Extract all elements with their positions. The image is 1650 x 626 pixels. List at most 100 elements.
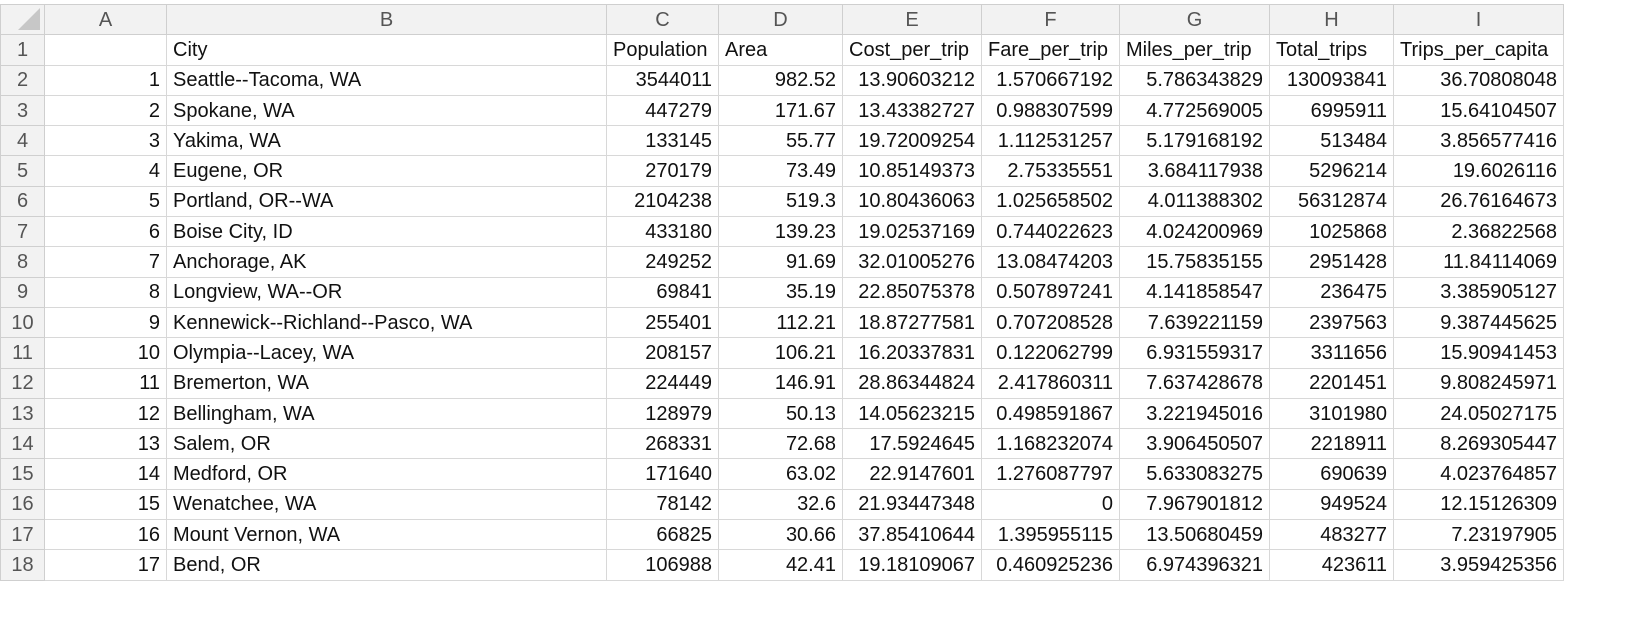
cell-i14[interactable]: 8.269305447 (1393, 428, 1564, 460)
cell-f10[interactable]: 0.707208528 (981, 306, 1120, 339)
cell-f5[interactable]: 2.75335551 (981, 155, 1120, 187)
cell-b6[interactable]: Portland, OR--WA (166, 185, 607, 218)
cell-i11[interactable]: 15.90941453 (1393, 337, 1564, 369)
cell-a16[interactable]: 15 (44, 488, 167, 521)
cell-a4[interactable]: 3 (44, 125, 167, 157)
cell-b8[interactable]: Anchorage, AK (166, 246, 607, 278)
row-header[interactable]: 12 (0, 367, 45, 399)
cell-g17[interactable]: 13.50680459 (1119, 519, 1270, 551)
cell-b17[interactable]: Mount Vernon, WA (166, 519, 607, 551)
cell-c8[interactable]: 249252 (606, 246, 719, 278)
cell-b9[interactable]: Longview, WA--OR (166, 276, 607, 308)
cell-b13[interactable]: Bellingham, WA (166, 397, 607, 430)
cell-a13[interactable]: 12 (44, 397, 167, 430)
cell-h9[interactable]: 236475 (1269, 276, 1394, 308)
cell-e12[interactable]: 28.86344824 (842, 367, 982, 399)
cell-f12[interactable]: 2.417860311 (981, 367, 1120, 399)
cell-i1[interactable]: Trips_per_capita (1393, 34, 1564, 66)
cell-h13[interactable]: 3101980 (1269, 397, 1394, 430)
cell-e14[interactable]: 17.5924645 (842, 428, 982, 460)
cell-e8[interactable]: 32.01005276 (842, 246, 982, 278)
cell-i18[interactable]: 3.959425356 (1393, 549, 1564, 581)
cell-d1[interactable]: Area (718, 34, 843, 66)
row-header[interactable]: 5 (0, 155, 45, 187)
cell-i12[interactable]: 9.808245971 (1393, 367, 1564, 399)
cell-h18[interactable]: 423611 (1269, 549, 1394, 581)
cell-g7[interactable]: 4.024200969 (1119, 216, 1270, 248)
cell-e3[interactable]: 13.43382727 (842, 94, 982, 127)
cell-g11[interactable]: 6.931559317 (1119, 337, 1270, 369)
cell-e4[interactable]: 19.72009254 (842, 125, 982, 157)
cell-a7[interactable]: 6 (44, 216, 167, 248)
cell-d3[interactable]: 171.67 (718, 94, 843, 127)
cell-c15[interactable]: 171640 (606, 458, 719, 490)
cell-g9[interactable]: 4.141858547 (1119, 276, 1270, 308)
cell-i16[interactable]: 12.15126309 (1393, 488, 1564, 521)
cell-e5[interactable]: 10.85149373 (842, 155, 982, 187)
cell-i17[interactable]: 7.23197905 (1393, 519, 1564, 551)
cell-g2[interactable]: 5.786343829 (1119, 64, 1270, 96)
cell-c12[interactable]: 224449 (606, 367, 719, 399)
column-header-a[interactable]: A (44, 3, 167, 36)
cell-f7[interactable]: 0.744022623 (981, 216, 1120, 248)
cell-f11[interactable]: 0.122062799 (981, 337, 1120, 369)
cell-c9[interactable]: 69841 (606, 276, 719, 308)
cell-d18[interactable]: 42.41 (718, 549, 843, 581)
cell-a6[interactable]: 5 (44, 185, 167, 218)
cell-i15[interactable]: 4.023764857 (1393, 458, 1564, 490)
cell-i9[interactable]: 3.385905127 (1393, 276, 1564, 308)
cell-f8[interactable]: 13.08474203 (981, 246, 1120, 278)
cell-f15[interactable]: 1.276087797 (981, 458, 1120, 490)
cell-h5[interactable]: 5296214 (1269, 155, 1394, 187)
row-header[interactable]: 6 (0, 185, 45, 218)
cell-b14[interactable]: Salem, OR (166, 428, 607, 460)
cell-c2[interactable]: 3544011 (606, 64, 719, 96)
cell-g4[interactable]: 5.179168192 (1119, 125, 1270, 157)
cell-f6[interactable]: 1.025658502 (981, 185, 1120, 218)
cell-c4[interactable]: 133145 (606, 125, 719, 157)
cell-b16[interactable]: Wenatchee, WA (166, 488, 607, 521)
cell-e1[interactable]: Cost_per_trip (842, 34, 982, 66)
cell-g1[interactable]: Miles_per_trip (1119, 34, 1270, 66)
cell-g18[interactable]: 6.974396321 (1119, 549, 1270, 581)
cell-f1[interactable]: Fare_per_trip (981, 34, 1120, 66)
cell-d16[interactable]: 32.6 (718, 488, 843, 521)
cell-i5[interactable]: 19.6026116 (1393, 155, 1564, 187)
cell-a8[interactable]: 7 (44, 246, 167, 278)
cell-e18[interactable]: 19.18109067 (842, 549, 982, 581)
cell-i4[interactable]: 3.856577416 (1393, 125, 1564, 157)
cell-d12[interactable]: 146.91 (718, 367, 843, 399)
cell-f9[interactable]: 0.507897241 (981, 276, 1120, 308)
cell-a14[interactable]: 13 (44, 428, 167, 460)
cell-e13[interactable]: 14.05623215 (842, 397, 982, 430)
cell-c13[interactable]: 128979 (606, 397, 719, 430)
cell-h12[interactable]: 2201451 (1269, 367, 1394, 399)
row-header[interactable]: 7 (0, 216, 45, 248)
cell-d17[interactable]: 30.66 (718, 519, 843, 551)
row-header[interactable]: 11 (0, 337, 45, 369)
row-header[interactable]: 16 (0, 488, 45, 521)
cell-h8[interactable]: 2951428 (1269, 246, 1394, 278)
cell-c14[interactable]: 268331 (606, 428, 719, 460)
cell-d6[interactable]: 519.3 (718, 185, 843, 218)
cell-e2[interactable]: 13.90603212 (842, 64, 982, 96)
cell-a17[interactable]: 16 (44, 519, 167, 551)
cell-a1[interactable] (44, 34, 167, 66)
column-header-b[interactable]: B (166, 3, 607, 36)
cell-c6[interactable]: 2104238 (606, 185, 719, 218)
cell-h11[interactable]: 3311656 (1269, 337, 1394, 369)
row-header[interactable]: 17 (0, 519, 45, 551)
cell-i3[interactable]: 15.64104507 (1393, 94, 1564, 127)
cell-d7[interactable]: 139.23 (718, 216, 843, 248)
cell-g16[interactable]: 7.967901812 (1119, 488, 1270, 521)
cell-h4[interactable]: 513484 (1269, 125, 1394, 157)
cell-f3[interactable]: 0.988307599 (981, 94, 1120, 127)
cell-c18[interactable]: 106988 (606, 549, 719, 581)
cell-a2[interactable]: 1 (44, 64, 167, 96)
cell-b11[interactable]: Olympia--Lacey, WA (166, 337, 607, 369)
cell-g3[interactable]: 4.772569005 (1119, 94, 1270, 127)
cell-h7[interactable]: 1025868 (1269, 216, 1394, 248)
row-header[interactable]: 13 (0, 397, 45, 430)
cell-f13[interactable]: 0.498591867 (981, 397, 1120, 430)
cell-b5[interactable]: Eugene, OR (166, 155, 607, 187)
